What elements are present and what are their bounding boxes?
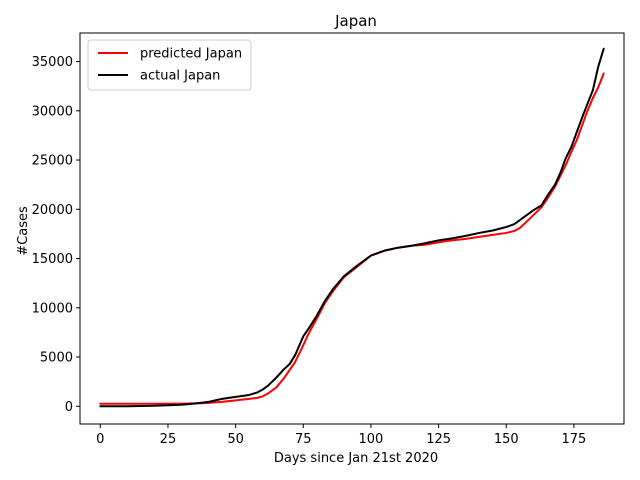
x-axis: 0 25 50 75 100 125 150 175: [96, 424, 586, 447]
x-tick-label: 25: [160, 432, 177, 447]
y-tick-label: 10000: [32, 301, 73, 316]
legend-box: [87, 39, 252, 91]
y-axis-label: #Cases: [16, 206, 31, 256]
y-tick-label: 35000: [32, 55, 73, 70]
x-axis-label: Days since Jan 21st 2020: [274, 451, 438, 466]
y-tick-label: 0: [65, 400, 73, 415]
y-tick-label: 25000: [32, 154, 73, 169]
plot-frame: [79, 32, 625, 425]
x-tick-label: 125: [426, 432, 451, 447]
x-tick-label: 175: [562, 432, 587, 447]
legend-label-0: predicted Japan: [140, 47, 242, 62]
y-axis: 0 5000 10000 15000 20000 25000 30000 35000: [32, 55, 80, 415]
x-tick-label: 75: [295, 432, 312, 447]
series-layer: [99, 47, 605, 408]
y-tick-label: 15000: [32, 252, 73, 267]
series-line-1: [99, 47, 605, 408]
legend: predicted Japan actual Japan: [87, 39, 252, 91]
x-tick-label: 50: [227, 432, 244, 447]
x-tick-label: 0: [96, 432, 104, 447]
x-tick-label: 150: [494, 432, 519, 447]
legend-label-1: actual Japan: [140, 69, 220, 84]
y-tick-label: 30000: [32, 104, 73, 119]
chart-title: Japan: [334, 12, 377, 30]
x-tick-label: 100: [359, 432, 384, 447]
y-tick-label: 20000: [32, 203, 73, 218]
y-tick-label: 5000: [40, 351, 73, 366]
